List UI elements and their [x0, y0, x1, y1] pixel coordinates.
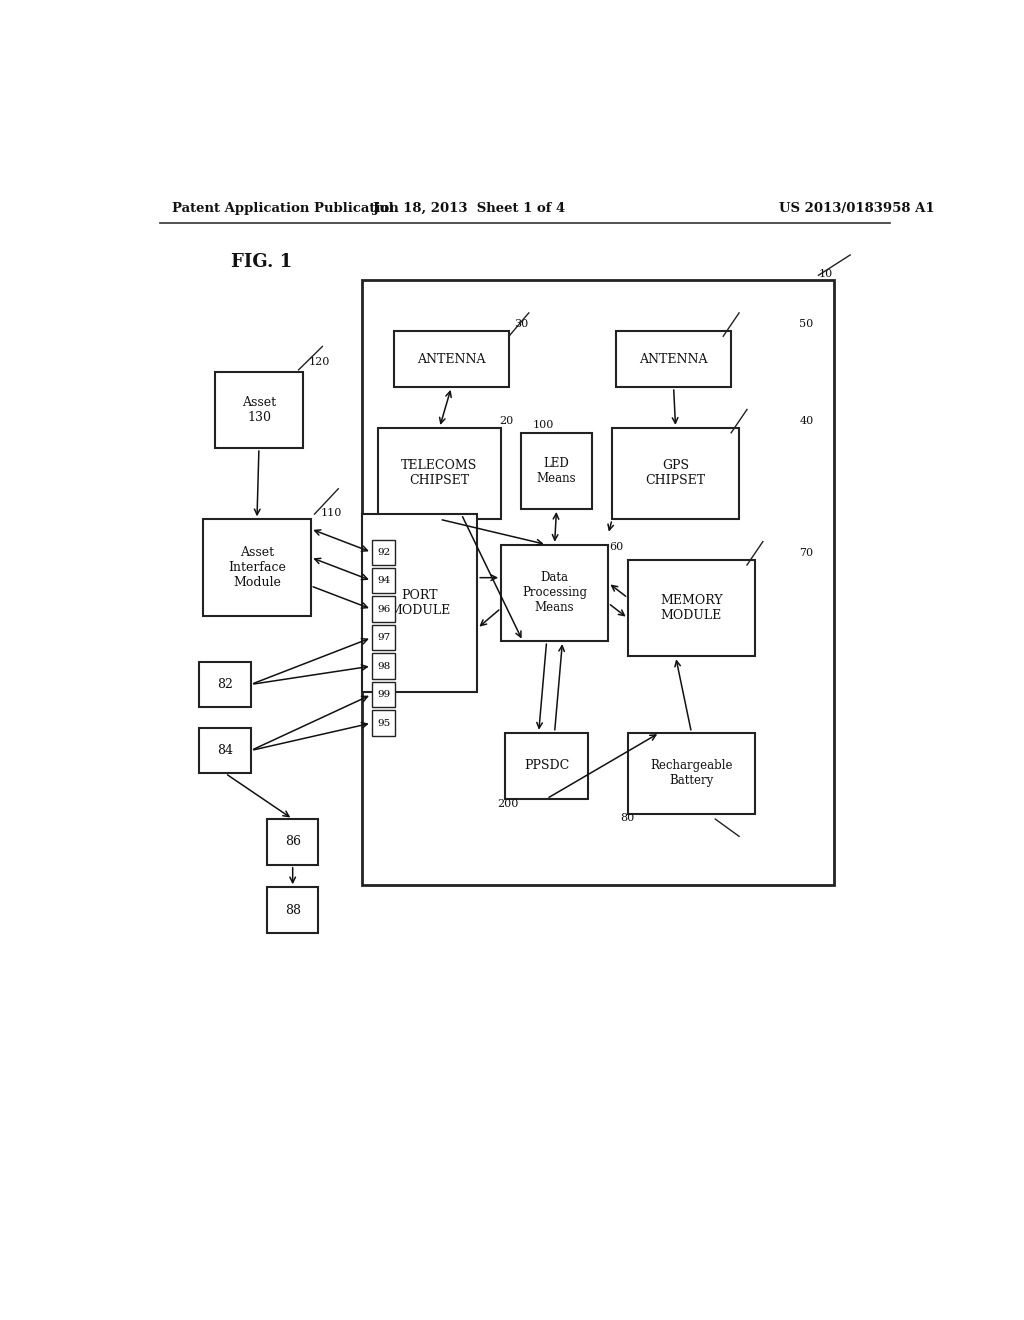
Bar: [394, 331, 509, 387]
Text: 84: 84: [217, 744, 233, 756]
Text: FIG. 1: FIG. 1: [231, 253, 292, 271]
Text: 100: 100: [532, 420, 554, 430]
Text: 200: 200: [497, 799, 518, 809]
Text: 80: 80: [620, 813, 634, 824]
Text: PPSDC: PPSDC: [524, 759, 569, 772]
Bar: [612, 428, 739, 519]
Text: 96: 96: [377, 605, 390, 614]
Text: PORT
MODULE: PORT MODULE: [389, 589, 451, 616]
Bar: [200, 661, 251, 708]
Text: 60: 60: [609, 541, 624, 552]
Text: 110: 110: [321, 508, 342, 519]
Bar: [372, 682, 395, 708]
Bar: [628, 560, 755, 656]
Text: US 2013/0183958 A1: US 2013/0183958 A1: [778, 202, 934, 215]
Text: GPS
CHIPSET: GPS CHIPSET: [645, 459, 706, 487]
Text: Asset
130: Asset 130: [242, 396, 276, 424]
Bar: [362, 280, 835, 886]
Bar: [200, 727, 251, 774]
Bar: [267, 887, 318, 933]
Bar: [501, 545, 608, 642]
Bar: [521, 433, 592, 510]
Text: LED
Means: LED Means: [537, 457, 577, 484]
Bar: [267, 818, 318, 865]
Text: Patent Application Publication: Patent Application Publication: [172, 202, 398, 215]
Text: 92: 92: [377, 548, 390, 557]
Text: MEMORY
MODULE: MEMORY MODULE: [660, 594, 723, 622]
Text: 20: 20: [500, 416, 514, 425]
Bar: [372, 568, 395, 594]
Bar: [372, 653, 395, 678]
Text: 97: 97: [377, 634, 390, 642]
Text: 88: 88: [285, 903, 301, 916]
Text: 50: 50: [799, 319, 813, 329]
Text: 94: 94: [377, 577, 390, 585]
Text: 95: 95: [377, 718, 390, 727]
Bar: [378, 428, 501, 519]
Text: Jul. 18, 2013  Sheet 1 of 4: Jul. 18, 2013 Sheet 1 of 4: [373, 202, 565, 215]
Text: ANTENNA: ANTENNA: [639, 352, 708, 366]
Text: 30: 30: [514, 319, 528, 329]
Bar: [362, 515, 477, 692]
Bar: [505, 733, 588, 799]
Text: 86: 86: [285, 836, 301, 849]
Text: 40: 40: [800, 416, 814, 425]
Text: Rechargeable
Battery: Rechargeable Battery: [650, 759, 733, 787]
Bar: [372, 540, 395, 565]
Bar: [372, 597, 395, 622]
Bar: [372, 710, 395, 735]
Text: Data
Processing
Means: Data Processing Means: [522, 572, 587, 614]
Text: 70: 70: [800, 548, 813, 558]
Bar: [204, 519, 310, 615]
Bar: [616, 331, 731, 387]
Text: 10: 10: [818, 269, 833, 280]
Text: ANTENNA: ANTENNA: [417, 352, 485, 366]
Bar: [372, 624, 395, 651]
Text: 98: 98: [377, 661, 390, 671]
Bar: [215, 372, 303, 447]
Text: 99: 99: [377, 690, 390, 700]
Text: 120: 120: [309, 356, 331, 367]
Text: Asset
Interface
Module: Asset Interface Module: [228, 546, 286, 589]
Text: 82: 82: [217, 678, 233, 690]
Bar: [628, 733, 755, 814]
Text: TELECOMS
CHIPSET: TELECOMS CHIPSET: [401, 459, 477, 487]
